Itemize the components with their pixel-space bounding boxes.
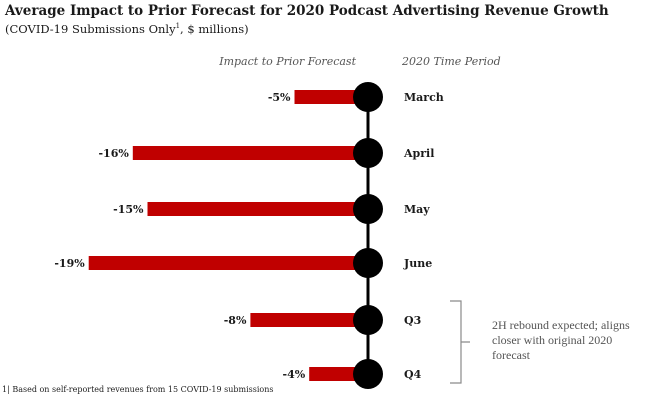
annotation-text: 2H rebound expected; aligns closer with … [492,318,630,362]
marker-march [353,82,383,112]
category-label-q4: Q4 [404,368,422,381]
bar-march [294,90,368,104]
marker-q4 [353,359,383,389]
category-label-april: April [403,147,434,160]
category-label-may: May [404,203,430,216]
bar-june [88,256,368,270]
subtitle-text: (COVID-19 Submissions Only [5,22,176,36]
value-label-q3: -8% [224,314,247,327]
chart-title: Average Impact to Prior Forecast for 202… [5,3,609,19]
value-label-q4: -4% [283,368,306,381]
marker-june [353,248,383,278]
bar-q4 [309,367,368,381]
bar-q3 [250,313,368,327]
category-label-q3: Q3 [404,314,421,327]
footnote: 1| Based on self-reported revenues from … [2,385,274,394]
column-header-period: 2020 Time Period [401,55,501,68]
category-label-march: March [404,91,444,104]
value-label-june: -19% [54,257,85,270]
annotation-bracket [450,300,470,384]
marker-may [353,194,383,224]
subtitle-tail: , $ millions) [180,22,249,36]
bar-may [147,202,368,216]
column-header-impact: Impact to Prior Forecast [218,55,356,68]
value-label-may: -15% [113,203,144,216]
marker-april [353,138,383,168]
value-label-march: -5% [268,91,291,104]
chart-subtitle: (COVID-19 Submissions Only1, $ millions) [5,22,249,36]
bar-april [132,146,368,160]
value-label-april: -16% [98,147,129,160]
subtitle-footnote-mark: 1 [175,22,181,31]
bars-group: -5% March -16% April -15% May -19% June -8% Q3 -4%… [54,82,444,389]
marker-q3 [353,305,383,335]
category-label-june: June [403,257,432,270]
